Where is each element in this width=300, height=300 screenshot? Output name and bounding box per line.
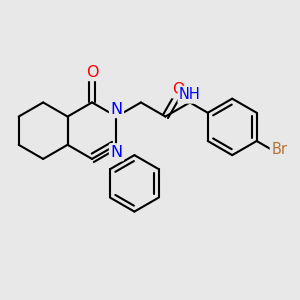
Text: Br: Br bbox=[271, 142, 287, 157]
Text: N: N bbox=[110, 145, 123, 160]
Text: N: N bbox=[110, 102, 123, 117]
Text: O: O bbox=[172, 82, 185, 97]
Text: NH: NH bbox=[179, 87, 201, 102]
Text: O: O bbox=[86, 64, 98, 80]
